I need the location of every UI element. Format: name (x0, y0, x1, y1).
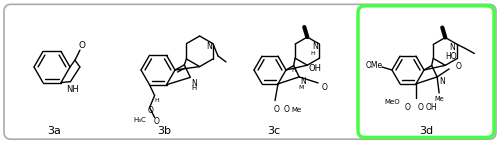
Text: H: H (192, 85, 197, 91)
Text: 3c: 3c (268, 126, 280, 135)
Text: N: N (439, 77, 445, 86)
Text: O: O (321, 83, 327, 92)
Text: MeO: MeO (384, 99, 400, 105)
Text: Me: Me (434, 96, 444, 102)
Text: O: O (284, 105, 290, 114)
Text: N: N (312, 42, 318, 51)
Text: O: O (455, 62, 461, 71)
Text: OH: OH (425, 103, 437, 112)
Text: M: M (298, 85, 304, 90)
Text: N: N (192, 79, 197, 88)
Text: N: N (300, 77, 306, 86)
Text: NH: NH (66, 85, 79, 94)
Text: 3d: 3d (419, 126, 433, 135)
Text: O: O (274, 105, 280, 114)
Text: Me: Me (292, 107, 302, 113)
Text: N: N (450, 43, 455, 52)
Text: O: O (148, 106, 154, 115)
Text: H: H (154, 98, 159, 103)
Text: HO: HO (446, 52, 457, 61)
Text: 3b: 3b (157, 126, 171, 135)
Text: O: O (154, 117, 160, 126)
Text: H: H (310, 51, 316, 56)
Text: O: O (405, 103, 411, 112)
Text: N: N (206, 42, 212, 51)
Text: 3a: 3a (47, 126, 61, 135)
Text: OH: OH (308, 64, 322, 73)
Text: H: H (292, 68, 296, 73)
Text: OMe: OMe (366, 60, 382, 69)
FancyBboxPatch shape (4, 4, 496, 139)
FancyBboxPatch shape (358, 6, 494, 137)
Text: H₃C: H₃C (133, 117, 146, 124)
Text: O: O (418, 103, 424, 112)
Text: O: O (78, 41, 86, 50)
